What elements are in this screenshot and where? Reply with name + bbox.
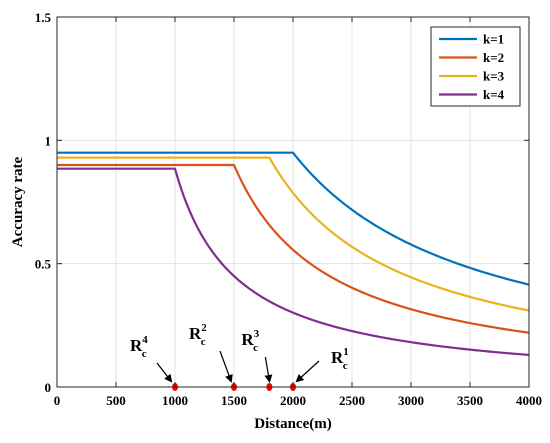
legend-label-k=1: k=1 [483, 32, 504, 47]
series-line-k=2 [57, 163, 530, 334]
rc-annotation-label: R4 c [130, 334, 148, 360]
x-tick-label: 1000 [162, 393, 188, 408]
x-tick-label: 2500 [339, 393, 365, 408]
series-line-k=3 [57, 156, 530, 312]
axis-ticks: 0 500 1000 1500 2000 2500 3000 3500 4000 0 0.5 1 1.5 [35, 10, 542, 408]
x-tick-label: 1500 [221, 393, 247, 408]
x-tick-label: 4000 [516, 393, 542, 408]
rc-annotation-label: R1 c [331, 346, 349, 372]
series-line-k=4 [57, 167, 530, 357]
rc-arrow [264, 356, 273, 383]
series-lines [57, 151, 530, 357]
x-tick-label: 0 [54, 393, 61, 408]
legend-label-k=2: k=2 [483, 50, 504, 65]
y-tick-label: 1 [45, 133, 52, 148]
series-line-k=1 [57, 151, 530, 286]
legend-box [430, 26, 521, 107]
x-tick-label: 2000 [280, 393, 306, 408]
y-tick-label: 0.5 [35, 257, 52, 272]
x-tick-label: 3500 [457, 393, 483, 408]
rc-arrow [156, 362, 173, 383]
rc-annotation-label: R3 c [241, 328, 259, 354]
x-axis-label: Distance(m) [254, 416, 331, 432]
x-tick-label: 500 [106, 393, 126, 408]
rc-annotation-label: R2 c [189, 322, 207, 348]
rc-markers [172, 383, 296, 391]
y-tick-label: 0 [45, 380, 52, 395]
x-tick-label: 3000 [398, 393, 424, 408]
y-axis-label: Accuracy rate [10, 156, 26, 247]
y-tick-label: 1.5 [35, 10, 52, 25]
legend: k=1 k=2 k=3 k=4 [430, 26, 521, 107]
legend-label-k=4: k=4 [483, 87, 505, 102]
rc-arrow [295, 360, 320, 383]
legend-label-k=3: k=3 [483, 69, 505, 84]
rc-annotations: R4 c R2 c R3 c R1 c [130, 322, 349, 383]
rc-arrow [219, 350, 233, 383]
